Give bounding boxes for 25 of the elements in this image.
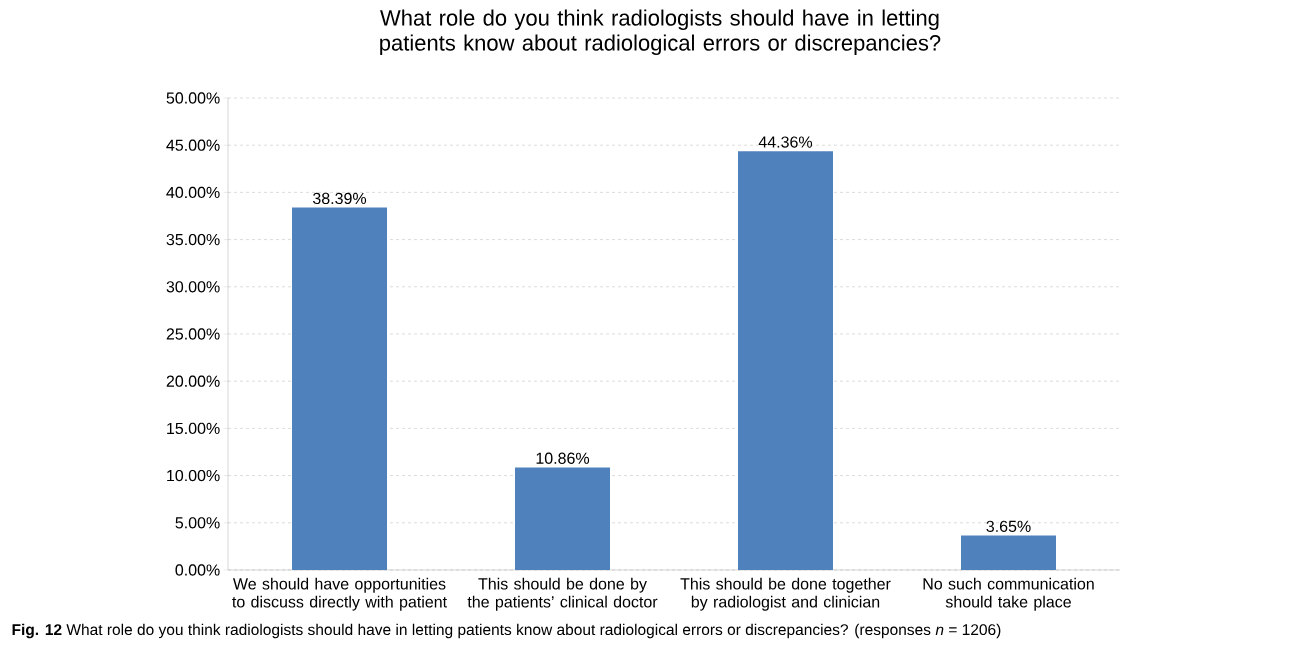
y-tick-label: 10.00% [167, 469, 220, 482]
bar [515, 467, 611, 570]
y-tick-label: 35.00% [166, 233, 220, 246]
x-tick-label: This should be done together by radiologist and clinician [680, 577, 891, 611]
data-label: 44.36% [758, 136, 813, 148]
y-tick-label: 50.00% [166, 92, 220, 104]
data-label: 38.39% [312, 192, 367, 205]
bar [292, 207, 388, 570]
y-tick-label: 25.00% [166, 328, 220, 340]
y-tick-label: 45.00% [166, 139, 220, 151]
y-tick-label: 40.00% [166, 186, 220, 199]
text: Fig. 12 What role do you think radiologists should have in letting patients know about radiological errors or discrepancies? (responses n = 1206) [12, 623, 1001, 639]
x-tick-label: This should be done by the patients’ clinical doctor [467, 577, 658, 611]
x-tick-label: No such communication should take place [923, 577, 1094, 611]
data-label: 10.86% [536, 452, 590, 464]
chart-title: What role do you think radiologists should have in letting patients know about radiological errors or discrepancies? [380, 9, 941, 56]
bar [738, 151, 834, 570]
x-tick-label: We should have opportunities to discuss directly with patient [232, 577, 447, 611]
y-tick-label: 0.00% [175, 564, 220, 576]
data-label: 3.65% [986, 520, 1031, 532]
y-tick-label: 5.00% [175, 517, 220, 529]
bar [961, 535, 1056, 570]
y-tick-label: 30.00% [166, 281, 220, 293]
y-tick-label: 15.00% [167, 422, 220, 435]
y-tick-label: 20.00% [166, 375, 220, 387]
